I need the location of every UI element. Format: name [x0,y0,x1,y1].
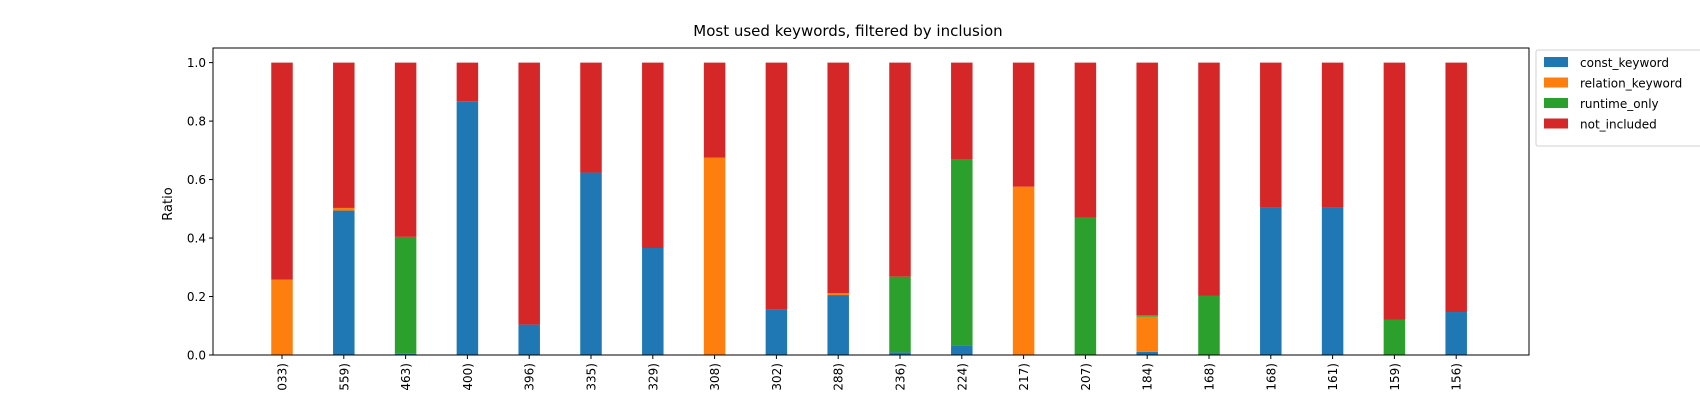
bar-not-included-9 [827,62,849,294]
bar-const-keyword-6 [642,247,664,355]
bar-not-included-7 [703,62,726,158]
bar-runtime-only-10 [889,276,911,353]
bar-relation-keyword-9 [827,293,849,296]
chart-title: Most used keywords, filtered by inclusio… [693,22,1002,40]
x-tick-label: 217) [1017,363,1031,391]
y-tick-label: 0.4 [187,232,206,246]
bar-const-keyword-9 [827,295,849,355]
x-tick-label: 400) [461,363,475,391]
legend-label-runtime-only: runtime_only [1580,97,1659,111]
bar-not-included-5 [580,62,602,173]
x-tick-label: 335) [585,363,599,391]
bar-relation-keyword-14 [1136,316,1158,352]
bar-not-included-6 [642,62,664,248]
bar-not-included-12 [1012,62,1035,187]
legend-swatch-const-keyword [1544,57,1568,67]
bar-const-keyword-2 [394,353,417,355]
y-axis-label: Ratio [161,187,176,220]
bar-runtime-only-18 [1383,319,1406,355]
legend-swatch-not-included [1544,118,1568,129]
bar-not-included-2 [394,62,417,237]
bar-const-keyword-8 [765,309,788,355]
bar-not-included-18 [1383,62,1406,320]
bar-relation-keyword-12 [1012,186,1035,355]
bar-runtime-only-2 [394,236,417,354]
bar-runtime-only-13 [1074,217,1097,355]
y-tick-label: 0.6 [187,173,206,187]
x-tick-label: 156) [1450,363,1464,391]
y-tick-label: 1.0 [187,56,206,70]
bar-const-keyword-16 [1260,207,1282,355]
bar-const-keyword-5 [580,172,602,355]
x-tick-label: 159) [1388,363,1402,391]
legend-swatch-runtime-only [1544,98,1568,108]
bar-const-keyword-4 [518,324,540,355]
bar-not-included-4 [518,62,540,325]
x-tick-label: 161) [1326,363,1340,391]
x-tick-label: 396) [523,363,537,391]
x-tick-label: 308) [708,363,722,391]
legend: const_keyword relation_keyword runtime_onl… [1535,49,1700,147]
x-tick-label: 033) [276,363,290,391]
legend-frame [1535,49,1700,147]
bar-const-keyword-19 [1445,312,1467,355]
y-tick-label: 0.2 [187,290,206,304]
bar-not-included-17 [1321,62,1344,208]
x-tick-label: 168) [1203,363,1217,391]
bar-const-keyword-10 [889,352,911,355]
bar-not-included-11 [951,62,973,160]
bar-relation-keyword-0 [271,279,293,355]
x-tick-label: 288) [832,363,846,391]
bar-not-included-10 [889,62,911,277]
legend-label-relation-keyword: relation_keyword [1580,77,1682,91]
bar-runtime-only-11 [951,159,973,346]
bar-layer [271,62,1467,356]
x-tick-label: 207) [1079,363,1093,391]
x-tick-label: 168) [1264,363,1278,391]
x-axis: 033) 559) 463) 400) 396) 335) 329) 308) 302) 288)… [276,355,1464,391]
y-tick-label: 0.0 [187,349,206,363]
y-axis: 0.0 0.2 0.4 0.6 0.8 1.0 [187,56,213,363]
legend-swatch-relation-keyword [1544,77,1568,88]
bar-not-included-14 [1136,62,1158,316]
legend-label-not-included: not_included [1580,118,1657,132]
x-tick-label: 224) [955,363,969,391]
bar-const-keyword-1 [333,210,355,355]
bar-const-keyword-3 [456,101,479,356]
bar-not-included-13 [1074,62,1097,218]
x-tick-label: 463) [399,363,413,391]
bar-not-included-1 [333,62,355,208]
bar-not-included-16 [1260,62,1282,208]
plot-frame [212,47,1530,356]
bar-const-keyword-17 [1321,207,1344,355]
bar-not-included-8 [765,62,788,310]
x-tick-label: 559) [337,363,351,391]
legend-label-const-keyword: const_keyword [1580,56,1669,70]
bar-not-included-15 [1198,62,1220,296]
x-tick-label: 302) [770,363,784,391]
bar-runtime-only-15 [1198,295,1220,355]
x-tick-label: 236) [894,363,908,391]
bar-not-included-3 [456,62,479,102]
bar-const-keyword-11 [951,345,973,355]
x-tick-label: 329) [646,363,660,391]
bar-relation-keyword-1 [333,207,355,211]
bar-runtime-only-14 [1136,315,1158,317]
x-tick-label: 184) [1141,363,1155,391]
bar-not-included-19 [1445,62,1467,313]
y-tick-label: 0.8 [187,115,206,129]
bar-not-included-0 [271,62,293,280]
bar-const-keyword-14 [1136,351,1158,355]
bar-relation-keyword-7 [703,157,726,355]
